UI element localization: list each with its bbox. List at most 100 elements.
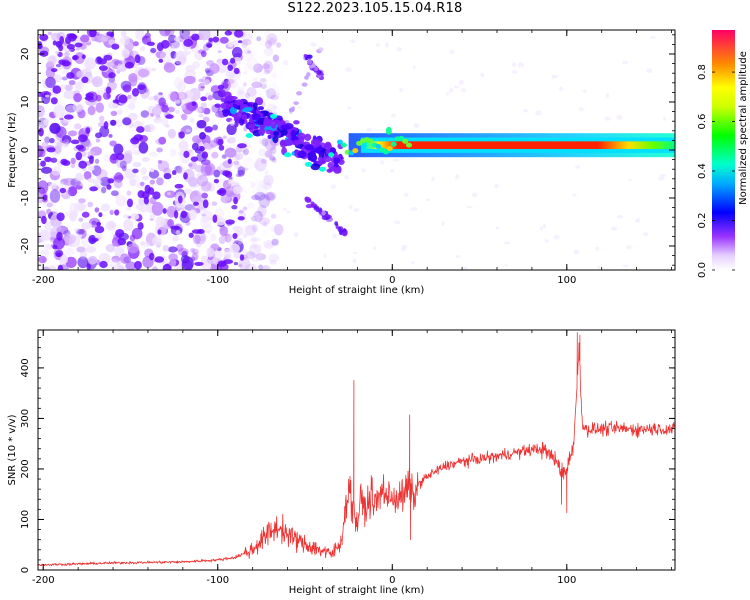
spectrogram-cell [200,255,206,260]
spectrogram-cell [261,158,267,164]
y-tick-label: 0 [20,567,31,573]
spectrogram-cell [413,122,420,129]
spectrogram-cell [44,221,53,231]
spectrogram-cell [158,136,167,145]
spectrogram-cell [205,247,215,258]
spectrogram-cell [88,155,94,165]
spectrogram-cell [114,246,125,257]
spectrogram-cell [282,208,288,211]
spectrogram-cell [109,32,115,38]
spectrogram-cell [441,220,445,226]
spectrogram-cell [226,123,237,136]
spectrogram-cell [208,37,214,42]
spectrogram-cell [256,36,262,42]
spectrogram-cell [263,47,274,57]
spectrogram-cell [257,106,264,111]
spectrogram-cell [266,33,278,46]
spectrogram-cell [403,192,409,198]
spectrogram-cell [136,182,148,189]
spectrogram-cell [189,117,195,123]
spectrogram-cell [178,140,189,152]
spectrogram-cell [225,219,235,225]
spectrogram-cell [38,105,45,118]
spectrogram-cell [177,195,183,204]
spectrogram-cell [218,144,225,151]
spectrogram-cell [218,235,226,245]
spectrogram-cell [211,151,219,159]
spectrogram-cell [125,261,137,270]
spectrogram-cell [173,210,179,219]
spectrogram-cell [311,62,316,68]
spectrogram-cell [152,266,158,270]
snr-series-line [38,332,675,567]
spectrogram-cell [63,177,76,186]
spectrogram-cell [94,225,105,234]
spectrogram-cell [169,208,175,215]
spectrogram-cell [272,54,280,62]
spectrogram-cell [39,229,51,241]
spectrogram-cell [91,220,97,226]
spectrogram-cell [116,260,121,266]
spectrogram-cell [113,143,124,156]
y-tick-label: 100 [20,510,31,529]
spectrogram-cell [206,43,213,48]
spectrogram-cell [159,30,171,37]
spectrogram-cell [166,192,171,196]
spectrogram-cell [154,256,165,263]
carrier-core [366,141,675,150]
spectrogram-cell [268,37,276,44]
spectrogram-cell [84,59,96,70]
spectrogram-cell [204,126,213,133]
spectrogram-cell [209,233,217,242]
spectrogram-cell [141,157,150,163]
spectrogram-cell [46,208,52,215]
spectrogram-cell [551,74,555,80]
spectrogram-cell [237,216,245,221]
spectrogram-cell [616,115,623,120]
y-tick-label: 0 [20,147,31,153]
x-tick-label: 0 [389,275,395,286]
spectrogram-cell [425,198,431,202]
spectrogram-cell [276,92,281,96]
spectrogram-cell [238,209,244,214]
spectrogram-cell [317,200,321,204]
spectrogram-cell [64,51,70,57]
spectrogram-cell [201,223,213,233]
spectrogram-cell [242,233,248,239]
spectrogram-cell [454,85,460,89]
spectrogram-cell [190,156,199,162]
spectrogram-cell [161,117,169,126]
spectrogram-cell [272,134,279,144]
colorbar-tick-label: 0.0 [697,262,708,278]
spectrogram-cell [233,251,242,259]
spectrogram-cell [56,231,63,241]
spectrogram-cell [412,65,416,69]
x-tick-label: 0 [389,575,395,586]
spectrogram-cell [616,215,624,219]
spectrogram-cell [270,113,278,119]
spectrogram-cell [78,217,84,222]
spectrogram-cell [99,260,108,269]
spectrogram-cell [86,263,91,270]
spectrogram-cell [85,127,91,134]
spectrogram-cell [52,244,58,250]
spectrogram-cell [109,209,114,216]
spectrogram-cell [176,243,184,252]
spectrogram-cell [334,221,339,226]
colorbar-tick-label: 0.6 [697,114,708,130]
spectrogram-cell [352,148,359,154]
spectrogram-cell [511,70,518,74]
spectrogram-cell [120,30,127,38]
spectrogram-cell [64,84,73,91]
spectrogram-cell [58,44,64,52]
spectrogram-cell [251,216,259,221]
spectrogram-cell [658,176,665,181]
spectrogram-cell [303,53,308,58]
spectrogram-cell [261,229,269,236]
spectrogram-cell [340,142,347,148]
spectrogram-cell [241,48,253,62]
spectrogram-cell [98,252,111,264]
spectrogram-cell [249,51,257,57]
spectrogram-cell [573,249,579,255]
spectrogram-cell [74,52,85,64]
